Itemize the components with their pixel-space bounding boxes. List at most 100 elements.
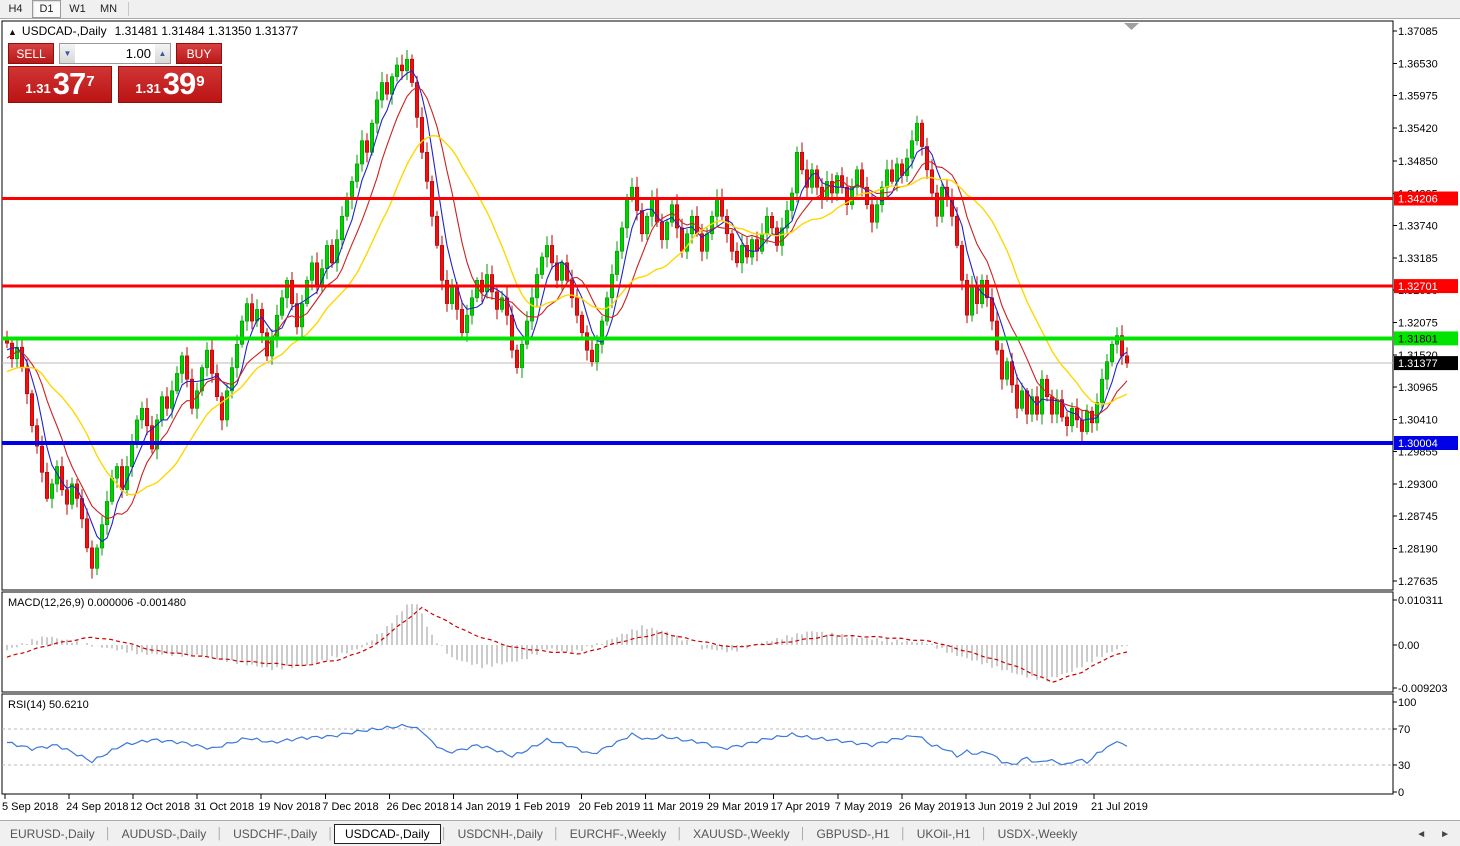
svg-text:1.30410: 1.30410 bbox=[1398, 414, 1438, 426]
sell-price-prefix: 1.31 bbox=[25, 81, 51, 96]
svg-text:1.33185: 1.33185 bbox=[1398, 253, 1438, 265]
buy-button[interactable]: BUY bbox=[176, 43, 222, 64]
timeframe-button-d1[interactable]: D1 bbox=[32, 0, 61, 18]
timeframe-button-w1[interactable]: W1 bbox=[69, 3, 86, 15]
macd-indicator: MACD(12,26,9) 0.000006 -0.001480 0.010311… bbox=[6, 595, 1448, 695]
sell-price-display[interactable]: 1.31 37 7 bbox=[8, 66, 112, 103]
tab-separator: │ bbox=[552, 828, 560, 840]
volume-input[interactable] bbox=[75, 44, 155, 63]
tab-scroll-left-icon[interactable]: ◄ bbox=[1416, 828, 1427, 840]
symbol-tab-usdx[interactable]: USDX-,Weekly bbox=[997, 827, 1078, 841]
svg-text:19 Nov 2018: 19 Nov 2018 bbox=[258, 801, 320, 813]
svg-text:30: 30 bbox=[1398, 760, 1410, 772]
svg-text:12 Oct 2018: 12 Oct 2018 bbox=[130, 801, 190, 813]
chart-canvas[interactable]: 1.37085 1.36530 1.35975 1.35420 1.34850 1.342… bbox=[0, 0, 1460, 820]
sell-button[interactable]: SELL bbox=[8, 43, 54, 64]
scroll-to-end-icon[interactable] bbox=[1124, 23, 1139, 30]
svg-text:1.35420: 1.35420 bbox=[1398, 123, 1438, 135]
ma-line-10 bbox=[6, 86, 1128, 520]
svg-text:1.34850: 1.34850 bbox=[1398, 156, 1438, 168]
svg-text:1.29300: 1.29300 bbox=[1398, 479, 1438, 491]
tab-scroll-controls: ◄ ► bbox=[1416, 829, 1450, 840]
rsi-indicator: RSI(14) 50.6210 100 70 30 0 bbox=[2, 697, 1416, 799]
svg-text:70: 70 bbox=[1398, 724, 1410, 736]
svg-text:0.00: 0.00 bbox=[1398, 640, 1419, 652]
svg-text:21 Jul 2019: 21 Jul 2019 bbox=[1091, 801, 1148, 813]
svg-text:17 Apr 2019: 17 Apr 2019 bbox=[771, 801, 830, 813]
symbol-tab-ukoil[interactable]: UKOil-,H1 bbox=[916, 827, 971, 841]
volume-decrease-button[interactable]: ▼ bbox=[60, 44, 75, 63]
tab-separator: │ bbox=[899, 828, 907, 840]
volume-stepper: ▼ ▲ bbox=[59, 43, 171, 64]
timeframe-toolbar: H4 D1 W1 MN bbox=[0, 0, 1460, 19]
svg-text:1.27635: 1.27635 bbox=[1398, 576, 1438, 588]
timeframe-button-mn[interactable]: MN bbox=[99, 3, 118, 15]
svg-text:1.30965: 1.30965 bbox=[1398, 382, 1438, 394]
symbol-tab-usdcnh[interactable]: USDCNH-,Daily bbox=[457, 827, 543, 841]
svg-text:1.36530: 1.36530 bbox=[1398, 58, 1438, 70]
price-axis[interactable]: 1.37085 1.36530 1.35975 1.35420 1.34850 1.342… bbox=[1393, 26, 1438, 588]
chart-title: ▲ USDCAD-,Daily 1.31481 1.31484 1.31350 1.… bbox=[8, 24, 298, 38]
date-axis[interactable]: 5 Sep 2018 24 Sep 2018 12 Oct 2018 31 Oct 2… bbox=[2, 794, 1148, 813]
svg-text:1.32701: 1.32701 bbox=[1398, 281, 1438, 293]
price-label-1.32701: 1.32701 bbox=[1394, 279, 1458, 294]
ma-line-5 bbox=[6, 70, 1128, 543]
svg-text:1.32075: 1.32075 bbox=[1398, 318, 1438, 330]
symbol-tab-bar: EURUSD-,Daily │ AUDUSD-,Daily │ USDCHF-,Dail… bbox=[0, 820, 1460, 846]
tab-separator: │ bbox=[327, 828, 334, 840]
price-label-1.31377: 1.31377 bbox=[1394, 356, 1458, 371]
svg-text:1 Feb 2019: 1 Feb 2019 bbox=[515, 801, 571, 813]
tab-separator: │ bbox=[216, 828, 224, 840]
tab-separator: │ bbox=[676, 828, 684, 840]
svg-text:1.35975: 1.35975 bbox=[1398, 91, 1438, 103]
svg-text:1.31377: 1.31377 bbox=[1398, 358, 1438, 370]
ma-line-20 bbox=[6, 134, 1128, 496]
chart-expand-icon[interactable]: ▲ bbox=[8, 27, 17, 37]
svg-text:31 Oct 2018: 31 Oct 2018 bbox=[194, 801, 254, 813]
svg-text:5 Sep 2018: 5 Sep 2018 bbox=[2, 801, 58, 813]
symbol-tab-xauusd[interactable]: XAUUSD-,Weekly bbox=[693, 827, 790, 841]
svg-text:7 Dec 2018: 7 Dec 2018 bbox=[322, 801, 378, 813]
svg-text:1.33740: 1.33740 bbox=[1398, 221, 1438, 233]
svg-text:1.37085: 1.37085 bbox=[1398, 26, 1438, 38]
chart-symbol-label: USDCAD-,Daily bbox=[21, 24, 107, 38]
tab-scroll-right-icon[interactable]: ► bbox=[1440, 828, 1450, 840]
svg-text:29 Mar 2019: 29 Mar 2019 bbox=[707, 801, 769, 813]
svg-text:26 Dec 2018: 26 Dec 2018 bbox=[386, 801, 448, 813]
price-label-1.30004: 1.30004 bbox=[1394, 436, 1458, 450]
svg-text:7 May 2019: 7 May 2019 bbox=[835, 801, 892, 813]
price-label-1.34206: 1.34206 bbox=[1394, 191, 1458, 206]
price-label-1.31801: 1.31801 bbox=[1394, 331, 1458, 346]
chart-ohlc-values: 1.31481 1.31484 1.31350 1.31377 bbox=[114, 24, 299, 38]
symbol-tab-eurusd[interactable]: EURUSD-,Daily bbox=[10, 827, 95, 841]
svg-text:11 Mar 2019: 11 Mar 2019 bbox=[643, 801, 704, 813]
svg-text:RSI(14) 50.6210: RSI(14) 50.6210 bbox=[8, 699, 89, 711]
svg-text:2 Jul 2019: 2 Jul 2019 bbox=[1027, 801, 1078, 813]
symbol-tab-gbpusd[interactable]: GBPUSD-,H1 bbox=[816, 827, 890, 841]
buy-price-big: 39 bbox=[162, 66, 196, 101]
volume-increase-button[interactable]: ▲ bbox=[155, 44, 170, 63]
svg-text:1.31801: 1.31801 bbox=[1398, 333, 1438, 345]
svg-text:-0.009203: -0.009203 bbox=[1398, 683, 1448, 695]
svg-text:26 May 2019: 26 May 2019 bbox=[899, 801, 963, 813]
symbol-tab-eurchf[interactable]: EURCHF-,Weekly bbox=[569, 827, 667, 841]
toolbar-separator bbox=[128, 2, 129, 16]
symbol-tab-usdchf[interactable]: USDCHF-,Daily bbox=[233, 827, 318, 841]
sell-price-sup: 7 bbox=[86, 73, 95, 90]
svg-text:MACD(12,26,9) 0.000006 -0.0014: MACD(12,26,9) 0.000006 -0.001480 bbox=[8, 597, 186, 609]
symbol-tab-audusd[interactable]: AUDUSD-,Daily bbox=[121, 827, 207, 841]
buy-price-display[interactable]: 1.31 39 9 bbox=[118, 66, 222, 103]
svg-text:13 Jun 2019: 13 Jun 2019 bbox=[963, 801, 1024, 813]
tab-separator: │ bbox=[799, 828, 807, 840]
sell-price-big: 37 bbox=[52, 66, 86, 101]
svg-text:1.30004: 1.30004 bbox=[1398, 438, 1438, 450]
svg-text:0: 0 bbox=[1398, 787, 1404, 799]
svg-text:24 Sep 2018: 24 Sep 2018 bbox=[66, 801, 128, 813]
tab-separator: │ bbox=[440, 828, 448, 840]
timeframe-button-h4[interactable]: H4 bbox=[8, 3, 23, 15]
svg-text:0.010311: 0.010311 bbox=[1398, 595, 1443, 607]
symbol-tab-usdcad[interactable]: USDCAD-,Daily bbox=[334, 824, 441, 844]
tab-separator: │ bbox=[104, 828, 112, 840]
